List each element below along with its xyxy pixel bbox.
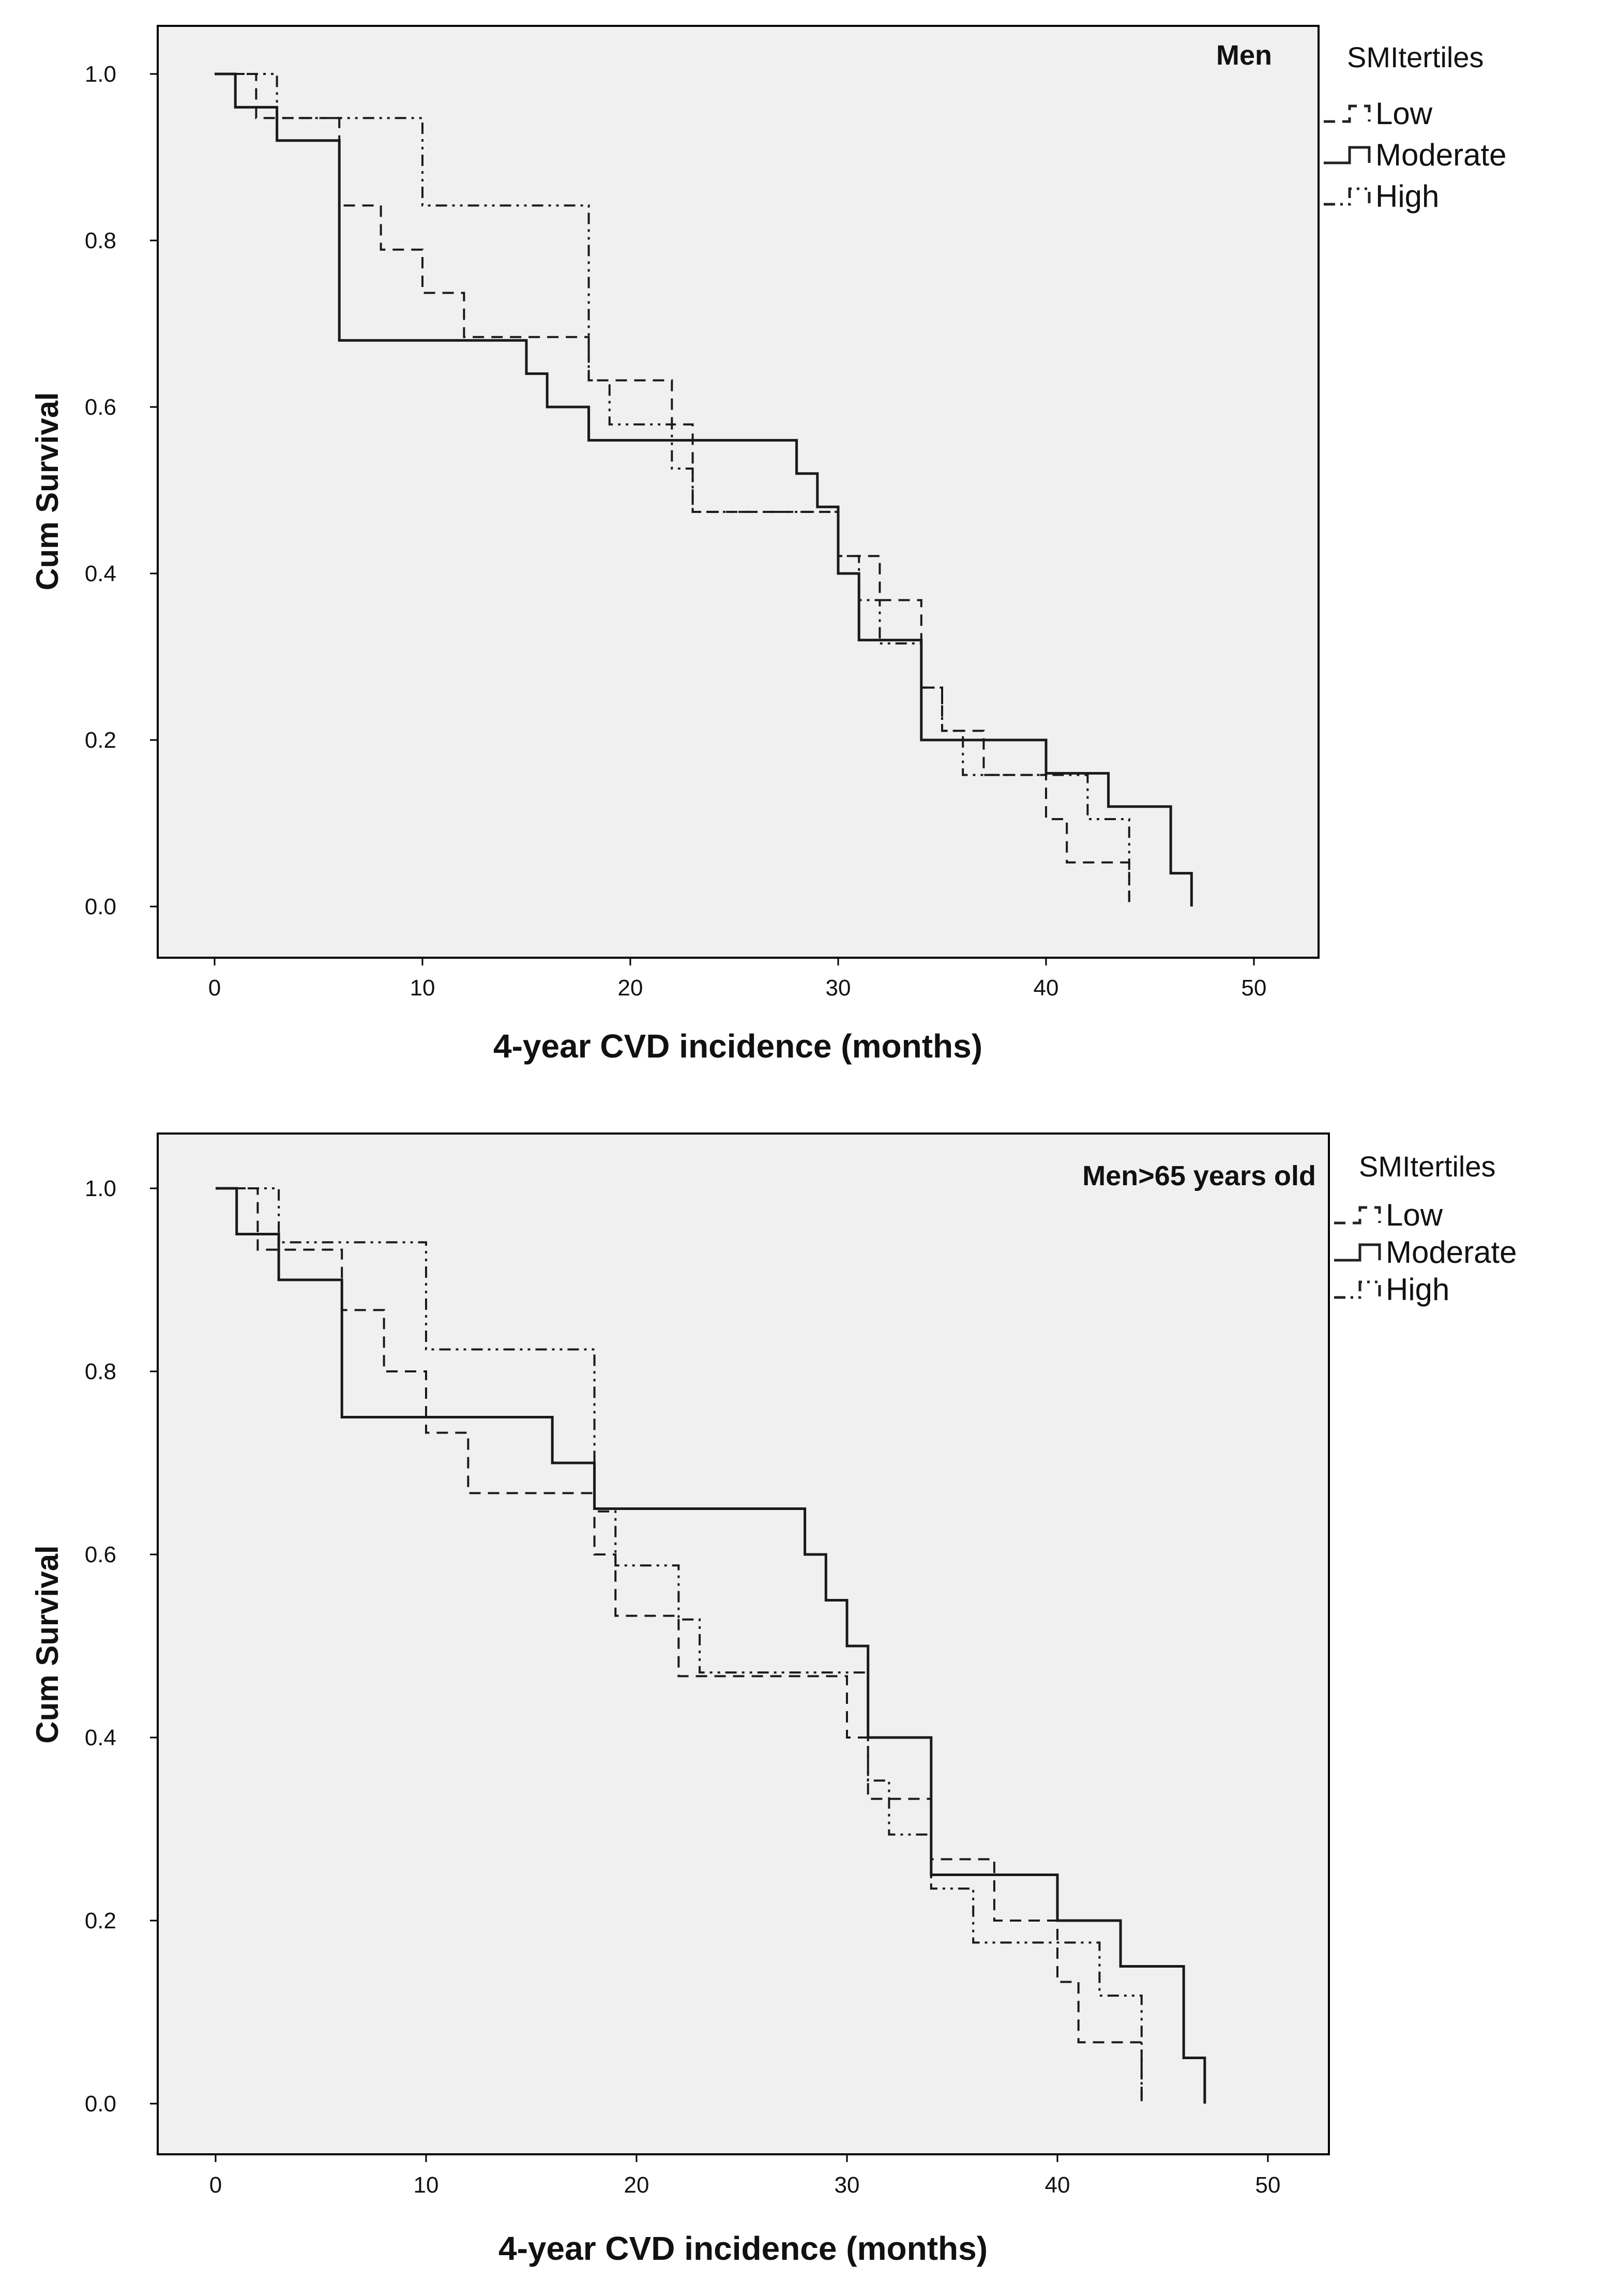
legend-entry-low: Low xyxy=(1334,1198,1443,1232)
series-layer xyxy=(216,1187,1206,2104)
series-line-moderate xyxy=(216,1187,1206,2104)
legend-label: Moderate xyxy=(1375,138,1506,172)
legend-swatch-low xyxy=(1334,1206,1381,1225)
plot-area xyxy=(157,25,1320,959)
x-axis: 0 10 20 30 40 50 xyxy=(209,2154,1281,2198)
legend-label: High xyxy=(1386,1272,1449,1307)
y-axis-label: Cum Survival xyxy=(30,392,65,590)
y-tick-label: 0.0 xyxy=(85,2091,116,2117)
y-tick-label: 0.6 xyxy=(85,1542,116,1567)
legend-label: Low xyxy=(1375,96,1433,131)
x-tick-label: 10 xyxy=(414,2172,439,2198)
legend-entry-low: Low xyxy=(1324,96,1433,131)
legend-swatch-high xyxy=(1334,1280,1381,1299)
chart-panel-men-over-65: Men>65 years old 0.0 0.2 0.4 0.6 0.8 1.0 xyxy=(30,1132,1517,2267)
x-tick-label: 50 xyxy=(1241,975,1267,1001)
y-axis: 0.0 0.2 0.4 0.6 0.8 1.0 xyxy=(85,1176,158,2117)
legend-swatch-moderate xyxy=(1324,146,1371,164)
legend-entry-high: High xyxy=(1334,1272,1449,1307)
y-tick-label: 0.4 xyxy=(85,561,116,586)
series-layer xyxy=(215,72,1193,907)
x-tick-label: 10 xyxy=(410,975,435,1001)
y-axis-label: Cum Survival xyxy=(30,1545,65,1743)
legend-title: SMItertiles xyxy=(1359,1150,1496,1183)
legend-title: SMItertiles xyxy=(1347,41,1484,73)
legend-swatch-low xyxy=(1324,104,1371,123)
series-line-low xyxy=(216,1187,1143,2104)
x-tick-label: 40 xyxy=(1045,2172,1070,2198)
series-line-moderate xyxy=(215,72,1193,907)
series-line-high xyxy=(216,1187,1143,2104)
panel-title: Men>65 years old xyxy=(1082,1160,1316,1191)
y-tick-label: 0.2 xyxy=(85,728,116,753)
plot-area xyxy=(157,1132,1330,2155)
y-tick-label: 0.8 xyxy=(85,228,116,253)
y-axis: 0.0 0.2 0.4 0.6 0.8 1.0 xyxy=(85,62,158,919)
x-tick-label: 0 xyxy=(208,975,221,1001)
y-tick-label: 0.4 xyxy=(85,1725,116,1750)
x-tick-label: 20 xyxy=(618,975,643,1001)
x-tick-label: 0 xyxy=(209,2172,222,2198)
x-tick-label: 30 xyxy=(826,975,851,1001)
x-tick-label: 50 xyxy=(1255,2172,1281,2198)
x-axis-label: 4-year CVD incidence (months) xyxy=(498,2230,988,2267)
chart-panel-men: Men 0.0 0.2 0.4 0.6 0.8 1.0 xyxy=(30,25,1506,1065)
legend: SMItertiles Low Moderate High xyxy=(1324,41,1506,214)
legend-label: Low xyxy=(1386,1198,1443,1232)
legend-entry-moderate: Moderate xyxy=(1324,138,1506,172)
x-tick-label: 40 xyxy=(1034,975,1059,1001)
series-line-high xyxy=(215,73,1130,907)
y-tick-label: 0.6 xyxy=(85,395,116,420)
y-tick-label: 0.2 xyxy=(85,1908,116,1934)
legend-label: Moderate xyxy=(1386,1235,1517,1270)
x-axis: 0 10 20 30 40 50 xyxy=(208,958,1267,1001)
panel-title: Men xyxy=(1216,40,1272,71)
y-tick-label: 1.0 xyxy=(85,1176,116,1201)
legend-swatch-moderate xyxy=(1334,1243,1381,1262)
x-tick-label: 30 xyxy=(835,2172,860,2198)
x-axis-label: 4-year CVD incidence (months) xyxy=(493,1028,982,1065)
legend-entry-high: High xyxy=(1324,179,1439,214)
y-tick-label: 0.8 xyxy=(85,1359,116,1384)
legend-swatch-high xyxy=(1324,187,1371,206)
y-tick-label: 0.0 xyxy=(85,894,116,919)
legend: SMItertiles Low Moderate High xyxy=(1334,1150,1517,1307)
x-tick-label: 20 xyxy=(624,2172,649,2198)
legend-label: High xyxy=(1375,179,1439,214)
legend-entry-moderate: Moderate xyxy=(1334,1235,1517,1270)
y-tick-label: 1.0 xyxy=(85,62,116,87)
